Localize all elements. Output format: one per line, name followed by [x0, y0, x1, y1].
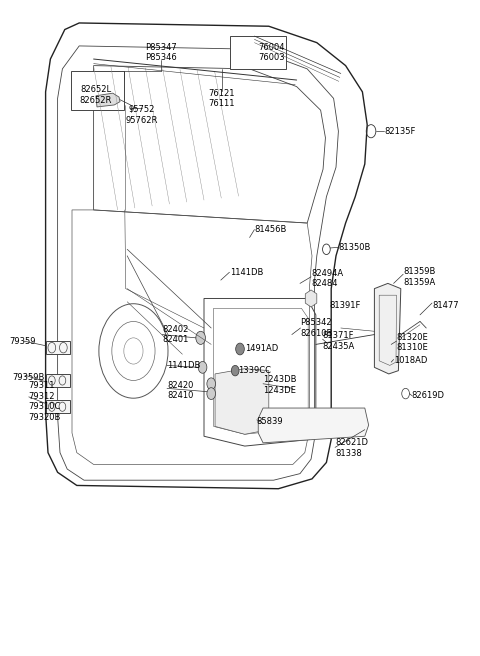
Text: 82621D
81338: 82621D 81338 — [335, 438, 368, 458]
Text: 1141DB: 1141DB — [167, 361, 201, 370]
Text: 81359B
81359A: 81359B 81359A — [403, 267, 435, 287]
Text: 79359B: 79359B — [12, 373, 44, 382]
Text: 76121
76111: 76121 76111 — [208, 89, 235, 108]
Circle shape — [207, 388, 216, 400]
Text: P85342
82610B: P85342 82610B — [300, 318, 333, 338]
Text: 82135F: 82135F — [384, 127, 415, 136]
Bar — [71, 71, 124, 110]
Text: 85839: 85839 — [257, 417, 283, 426]
Bar — [230, 36, 286, 69]
Polygon shape — [305, 290, 317, 307]
Text: 79359: 79359 — [10, 337, 36, 346]
Text: 95752
95762R: 95752 95762R — [125, 105, 158, 125]
Text: P85347
P85346: P85347 P85346 — [145, 43, 177, 62]
Text: 81391F: 81391F — [329, 300, 360, 310]
Text: 76004
76003: 76004 76003 — [258, 43, 285, 62]
Text: 81477: 81477 — [432, 300, 458, 310]
Text: 81371F
82435A: 81371F 82435A — [323, 331, 355, 351]
Text: 81350B: 81350B — [338, 243, 371, 252]
Circle shape — [196, 331, 205, 344]
Polygon shape — [96, 93, 120, 107]
Text: 82619D: 82619D — [412, 391, 445, 400]
Text: 81320E
81310E: 81320E 81310E — [396, 333, 428, 352]
Text: 1141DB: 1141DB — [230, 268, 264, 277]
Text: 81456B: 81456B — [254, 225, 287, 234]
Circle shape — [236, 343, 244, 355]
Text: 1243DB
1243DE: 1243DB 1243DE — [263, 375, 297, 395]
Circle shape — [207, 378, 216, 390]
Text: 82402
82401: 82402 82401 — [162, 325, 189, 344]
Polygon shape — [215, 369, 269, 434]
Text: 82494A
82484: 82494A 82484 — [311, 269, 343, 289]
Polygon shape — [258, 408, 369, 443]
Polygon shape — [46, 374, 70, 387]
Text: 1018AD: 1018AD — [394, 356, 427, 365]
Text: 1491AD: 1491AD — [245, 344, 278, 354]
Polygon shape — [46, 400, 70, 413]
Polygon shape — [374, 283, 401, 374]
Text: 1339CC: 1339CC — [238, 366, 271, 375]
Polygon shape — [46, 341, 70, 354]
Text: 79311
79312
79310C
79320B: 79311 79312 79310C 79320B — [28, 381, 60, 422]
Circle shape — [231, 365, 239, 376]
Text: 82420
82410: 82420 82410 — [167, 380, 193, 400]
Circle shape — [198, 361, 207, 373]
Text: 82652L
82652R: 82652L 82652R — [80, 85, 112, 105]
